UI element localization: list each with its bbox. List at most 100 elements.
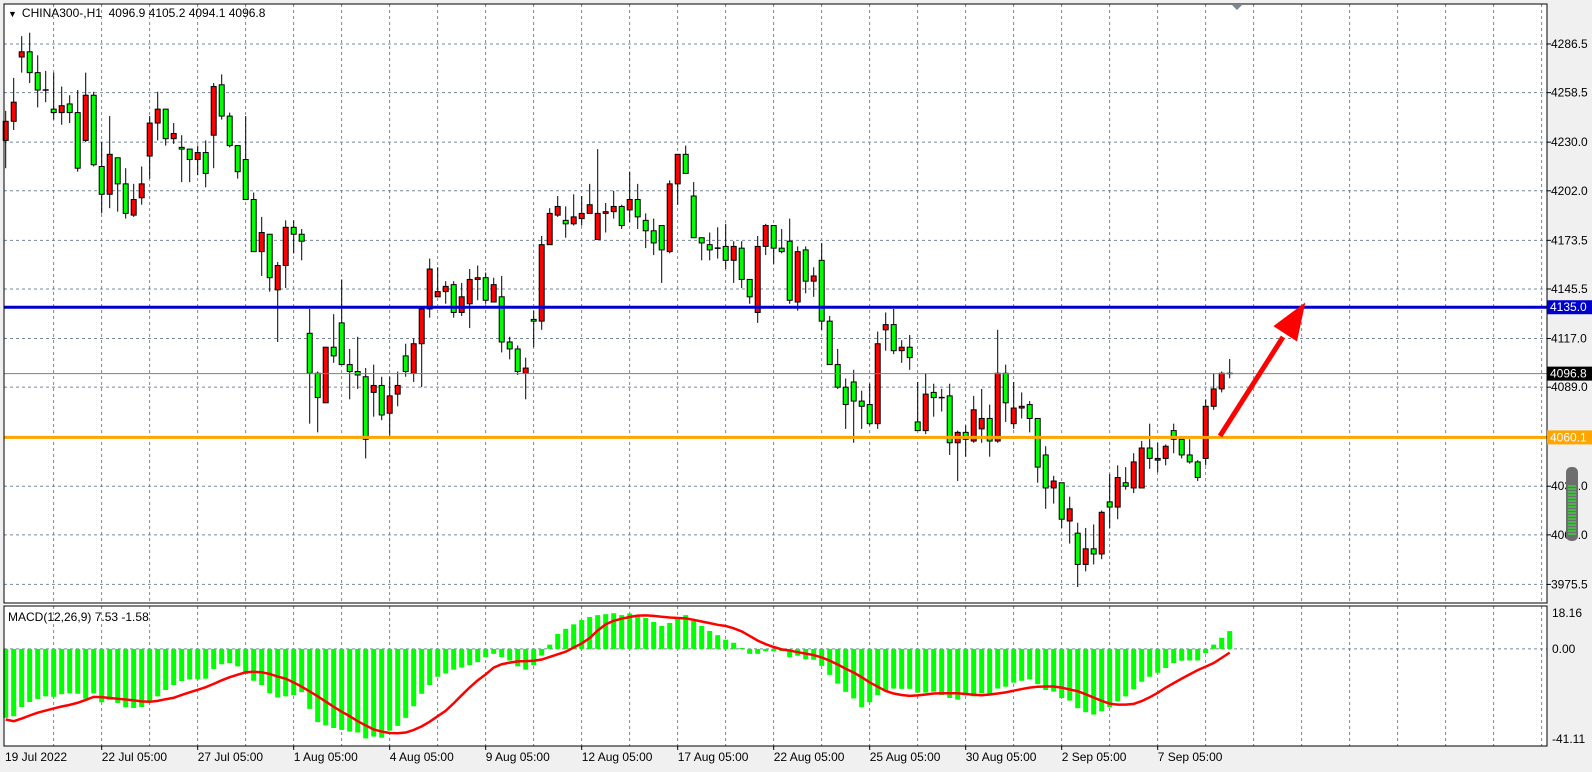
macd-histogram-bar [1099, 648, 1105, 712]
candle-body [1034, 417, 1041, 468]
candle [202, 140, 209, 188]
chart-shift-marker-icon[interactable] [1232, 5, 1242, 10]
candle-body [34, 72, 41, 91]
candle-body [130, 198, 137, 216]
candle [338, 279, 345, 366]
candle-body [778, 247, 785, 253]
macd-histogram-bar [1043, 648, 1049, 690]
candle-body [178, 146, 185, 150]
macd-histogram-bar [683, 615, 689, 649]
candle-body [442, 285, 449, 293]
candle-body [642, 219, 649, 232]
macd-histogram-bar [91, 648, 97, 694]
candle-body [1170, 430, 1177, 440]
candle [754, 235, 761, 323]
candle [738, 241, 745, 289]
candle-body [850, 381, 857, 402]
macd-histogram-bar [611, 613, 617, 649]
candle-body [506, 341, 513, 350]
macd-histogram-bar [1219, 637, 1225, 649]
candle-body [618, 205, 625, 227]
macd-histogram-bar [3, 648, 9, 718]
macd-histogram-bar [387, 648, 393, 731]
candle [586, 183, 593, 214]
candle-body [722, 245, 729, 261]
support-price-tag [1547, 430, 1592, 445]
candle-body [1010, 407, 1017, 425]
candle-body [378, 384, 385, 416]
chart-header: ▼ CHINA300-,H1 4096.9 4105.2 4094.1 4096.… [8, 6, 265, 20]
price-tick-label: 4145.5 [1551, 282, 1588, 296]
candle [274, 262, 281, 342]
candle-body [226, 115, 233, 147]
candle [1082, 527, 1089, 572]
candle [1154, 442, 1161, 473]
candle-body [794, 251, 801, 303]
candle [266, 233, 273, 292]
candle-body [306, 332, 313, 374]
current-price-label: 4096.8 [1550, 367, 1587, 381]
candle-body [1202, 405, 1209, 459]
macd-histogram-bar [243, 648, 249, 675]
candle-body [890, 324, 897, 352]
candle [1210, 373, 1217, 410]
trend-arrow[interactable] [1217, 302, 1306, 438]
candle [722, 223, 729, 270]
time-tick-label: 19 Jul 2022 [5, 750, 67, 764]
candle-body [314, 372, 321, 399]
candle [730, 241, 737, 283]
candle-body [282, 226, 289, 267]
candle-body [530, 318, 537, 322]
macd-histogram-bar [75, 648, 81, 694]
candle [850, 369, 857, 443]
candle [130, 183, 137, 217]
candle [1202, 399, 1209, 466]
candle [762, 223, 769, 256]
candle-body [546, 212, 553, 246]
triangle-down-icon[interactable]: ▼ [8, 9, 17, 19]
price-axis-labels: 4286.5 4258.5 4230.0 4202.0 4173.5 4145.5 4117… [1547, 37, 1592, 746]
candle-body [346, 364, 353, 373]
macd-histogram-bar [755, 648, 761, 654]
macd-histogram-bar [643, 617, 649, 649]
macd-histogram-bar [963, 648, 969, 696]
macd-histogram-bar [1139, 648, 1145, 682]
candle [258, 216, 265, 276]
candle [1178, 438, 1185, 459]
candle-body [26, 51, 33, 74]
candle [1138, 441, 1145, 489]
macd-histogram-bar [179, 648, 185, 682]
candle-body [930, 391, 937, 399]
candle [1018, 392, 1025, 419]
candle-body [962, 431, 969, 440]
candle-body [122, 183, 129, 214]
macd-histogram-bar [291, 648, 297, 696]
price-tick-label: 4258.5 [1551, 86, 1588, 100]
support-price-label: 4060.1 [1550, 430, 1587, 444]
macd-histogram-bar [323, 648, 329, 726]
macd-histogram-bar [931, 648, 937, 692]
candle [378, 376, 385, 421]
candle [418, 308, 425, 388]
price-tick-label: 4173.5 [1551, 233, 1588, 247]
candle-body [186, 148, 193, 161]
candle [98, 142, 105, 214]
horizontal-lines[interactable] [4, 305, 1547, 439]
macd-histogram-bar [531, 648, 537, 666]
macd-histogram-bar [771, 648, 777, 652]
macd-histogram-bar [155, 648, 161, 697]
candle-body [322, 346, 329, 404]
arrow-shaft [1217, 335, 1286, 438]
chart-scale-widget[interactable] [1566, 467, 1578, 541]
candle-body [1154, 457, 1161, 461]
candle-body [194, 152, 201, 161]
macd-histogram-bar [451, 648, 457, 670]
candle [682, 145, 689, 174]
macd-histogram-bar [523, 648, 529, 670]
candle [186, 148, 193, 183]
candle-body [602, 211, 609, 214]
time-tick-label: 7 Sep 05:00 [1158, 750, 1223, 764]
candle-body [450, 284, 457, 313]
candle-body [986, 417, 993, 442]
